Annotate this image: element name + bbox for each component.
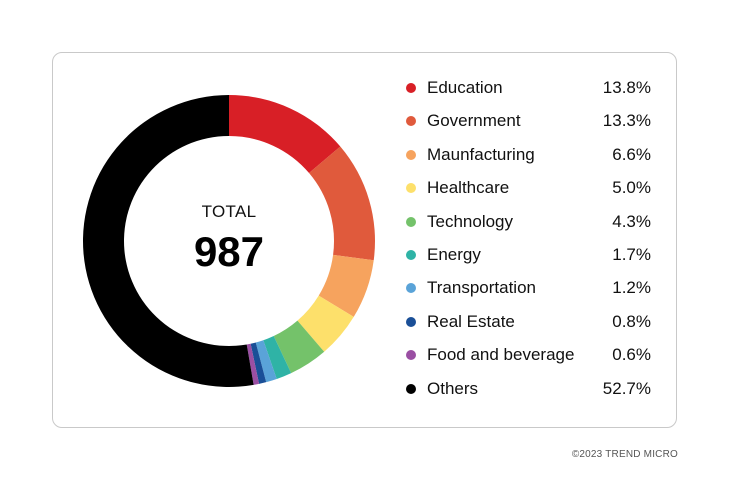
legend-swatch — [406, 183, 416, 194]
legend-label: Technology — [427, 211, 514, 231]
donut-slice — [250, 342, 267, 384]
legend-item: Maunfacturing 6.6% — [406, 141, 651, 174]
legend-item: Transportation 1.2% — [406, 274, 651, 307]
legend-value: 13.8% — [602, 78, 651, 97]
legend-item: Food and beverage 0.6% — [406, 341, 651, 374]
legend-item: Real Estate 0.8% — [406, 308, 651, 341]
copyright-footer: ©2023 TREND MICRO — [571, 449, 678, 460]
donut-slice — [297, 295, 354, 352]
donut-slice — [263, 336, 292, 379]
legend-swatch — [406, 283, 416, 294]
donut-slice — [318, 254, 374, 317]
legend-swatch — [406, 116, 416, 127]
legend-swatch — [406, 216, 416, 227]
legend-value: 6.6% — [612, 144, 651, 164]
donut-slice — [273, 320, 325, 374]
legend-label: Energy — [427, 244, 481, 264]
donut-slice — [255, 340, 277, 383]
donut-chart — [82, 95, 375, 387]
legend-item: Others 52.7% — [406, 375, 651, 408]
legend-label: Government — [427, 111, 521, 131]
donut-slice — [229, 95, 341, 174]
legend-swatch — [406, 383, 416, 394]
donut-slice — [82, 95, 254, 387]
donut-slice — [246, 343, 260, 385]
legend-swatch — [406, 350, 416, 361]
legend-value: 13.3% — [602, 111, 651, 131]
legend-swatch — [406, 83, 416, 93]
legend-label: Maunfacturing — [427, 144, 535, 164]
donut-center-value: 987 — [193, 228, 265, 275]
legend-label: Education — [427, 78, 503, 97]
legend-item: Energy 1.7% — [406, 241, 651, 274]
legend-item: Education 13.8% — [406, 74, 651, 107]
legend-swatch — [406, 249, 416, 260]
legend-swatch — [406, 149, 416, 160]
legend-label: Others — [427, 378, 479, 398]
legend-label: Real Estate — [427, 311, 515, 331]
legend-label: Food and beverage — [427, 345, 575, 365]
legend-label: Healthcare — [427, 178, 510, 198]
legend-value: 1.7% — [612, 244, 651, 264]
legend-value: 0.6% — [612, 345, 651, 365]
legend-value: 5.0% — [612, 178, 651, 198]
legend-label: Transportation — [427, 278, 536, 298]
legend-item: Technology 4.3% — [406, 208, 651, 241]
chart-legend: Education 13.8% Government 13.3% Maunfacturi… — [406, 74, 651, 408]
legend-item: Healthcare 5.0% — [406, 174, 651, 207]
legend-item: Government 13.3% — [406, 107, 651, 140]
donut-slice — [309, 146, 375, 261]
legend-value: 0.8% — [612, 311, 651, 331]
legend-value: 1.2% — [612, 278, 651, 298]
legend-value: 52.7% — [602, 378, 651, 398]
legend-value: 4.3% — [612, 211, 651, 231]
donut-center-label: TOTAL — [201, 202, 257, 221]
legend-swatch — [406, 316, 416, 327]
